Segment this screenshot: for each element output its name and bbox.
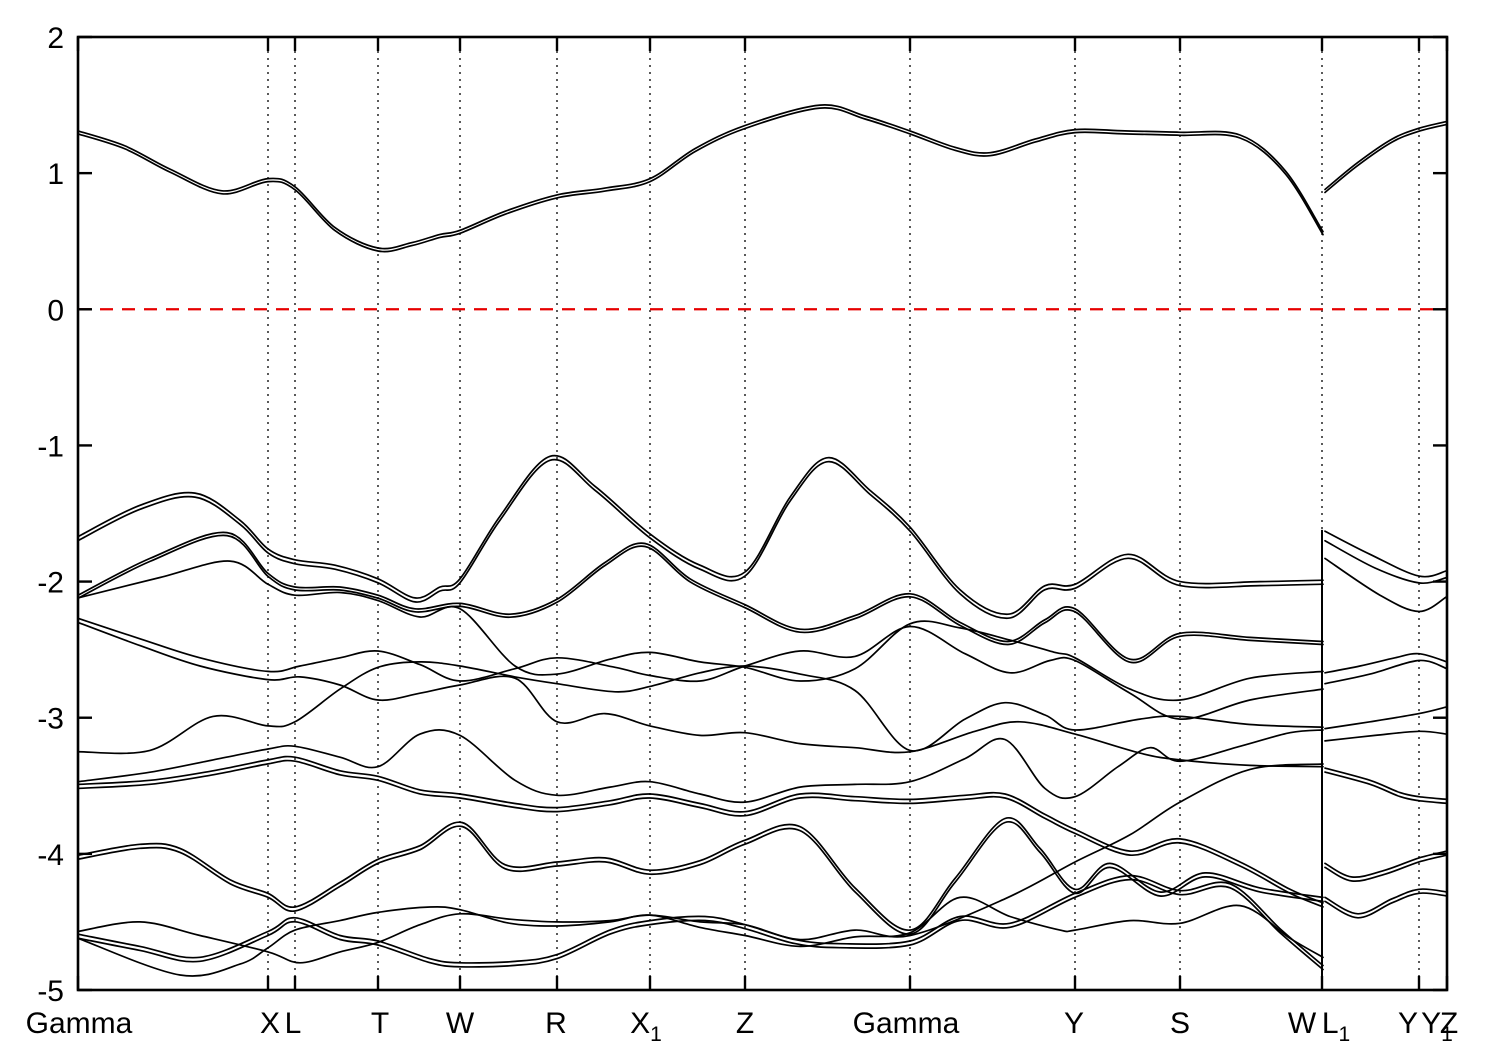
- band-curve: [1324, 888, 1448, 915]
- band-curves: [77, 104, 1448, 977]
- band-curve: [77, 874, 1324, 967]
- band-curve-pair: [1324, 123, 1448, 194]
- band-curve: [1324, 652, 1448, 674]
- band-curve: [77, 661, 1324, 755]
- kpoint-label: R: [545, 1007, 567, 1040]
- band-curve-pair: [77, 878, 1324, 971]
- kpoint-label: Gamma: [853, 1007, 960, 1040]
- y-axis-label: -5: [37, 975, 64, 1008]
- kpoint-label: S: [1170, 1007, 1190, 1040]
- y-axis-label: -2: [37, 567, 64, 600]
- band-curve: [77, 531, 1324, 661]
- band-curve: [1324, 659, 1448, 685]
- band-curve: [77, 560, 1324, 702]
- band-curve-pair: [77, 821, 1324, 935]
- kpoint-label: Y: [1064, 1007, 1084, 1040]
- y-axis-label: -4: [37, 839, 64, 872]
- kpoint-label: W: [446, 1007, 475, 1040]
- band-curve: [77, 621, 1324, 768]
- band-curve: [77, 617, 1324, 720]
- band-curve: [77, 896, 1324, 977]
- y-axis-label: 1: [47, 158, 64, 191]
- kpoint-label: Gamma: [26, 1007, 133, 1040]
- band-curve: [1324, 120, 1448, 191]
- y-axis-label: 2: [47, 22, 64, 55]
- y-axis-label: -1: [37, 430, 64, 463]
- y-axis-labels: 2 1 0 -1 -2 -3 -4 -5: [37, 22, 64, 1008]
- y-axis-label: 0: [47, 294, 64, 327]
- band-curve: [77, 817, 1324, 931]
- kpoint-label: X: [260, 1007, 280, 1040]
- band-curve-pair: [1324, 771, 1448, 805]
- x-axis-labels: Gamma X L T W R X1 Z Gamma Y S W L1 Y Y1Z: [26, 1007, 1459, 1046]
- band-curve: [1324, 730, 1448, 742]
- band-curve: [1324, 767, 1448, 801]
- axis-frame: [76, 35, 1449, 992]
- band-curve: [77, 104, 1324, 250]
- band-curve-pair: [77, 759, 1324, 908]
- band-curve-pair: [77, 534, 1324, 664]
- axis-ticks: [76, 35, 1449, 992]
- kpoint-label: L: [285, 1007, 302, 1040]
- band-curve: [77, 755, 1324, 904]
- band-curve-pair: [77, 107, 1324, 253]
- band-curve: [1324, 850, 1448, 879]
- kpoint-label: Z: [1440, 1007, 1458, 1040]
- kpoint-label: W: [1288, 1007, 1317, 1040]
- kpoint-label: Z: [736, 1007, 754, 1040]
- band-curve: [1324, 530, 1448, 578]
- band-curve-pair: [77, 458, 1324, 620]
- kpoint-gridlines: [267, 37, 1420, 990]
- band-curve: [1324, 705, 1448, 730]
- band-curve: [77, 729, 1324, 804]
- band-curve: [1324, 557, 1448, 613]
- kpoint-label: Y: [1398, 1007, 1418, 1040]
- y-axis-label: -3: [37, 703, 64, 736]
- band-curve-pair: [1324, 854, 1448, 883]
- band-curve-pair: [1324, 892, 1448, 919]
- band-curve: [77, 454, 1324, 616]
- kpoint-label: T: [371, 1007, 389, 1040]
